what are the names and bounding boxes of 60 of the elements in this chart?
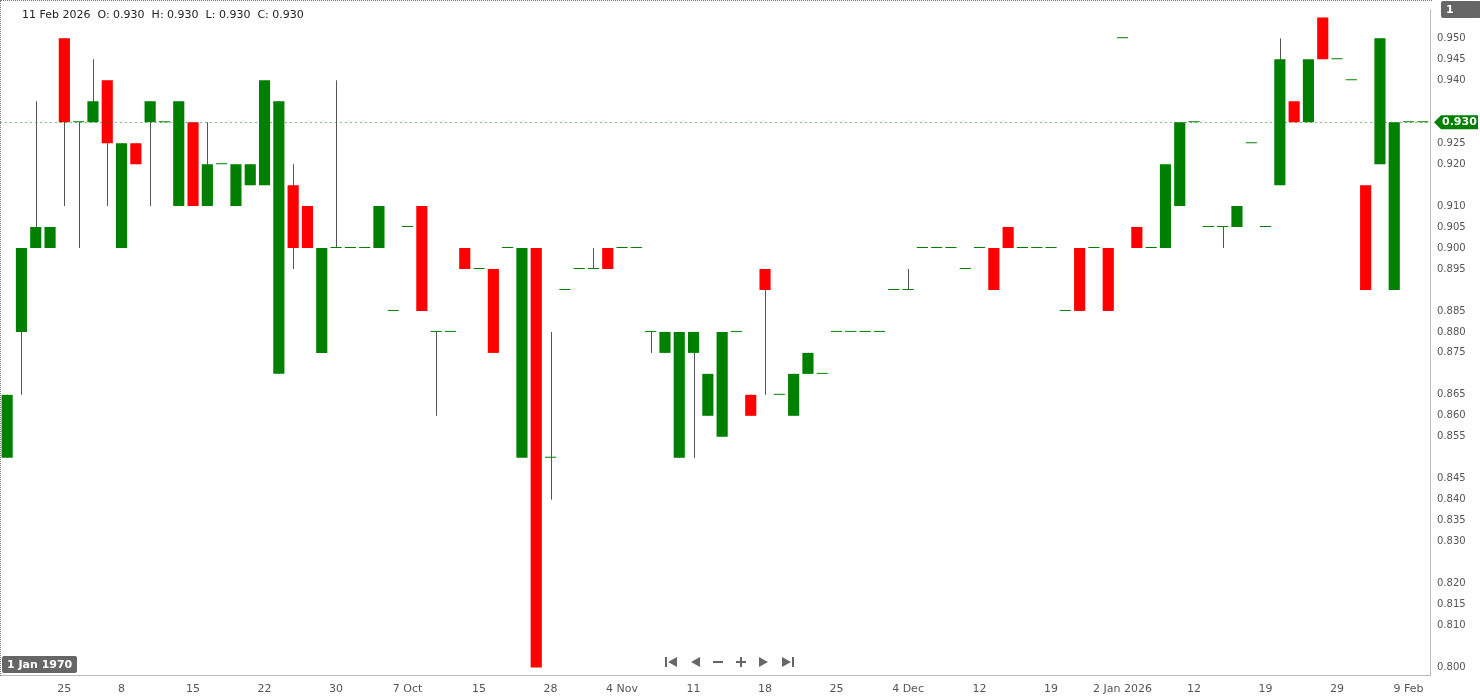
- x-tick-label: 30: [329, 682, 344, 696]
- y-tick-label: 0.815: [1437, 598, 1466, 610]
- y-tick-label: 0.835: [1437, 514, 1466, 526]
- candlestick: [759, 268, 771, 396]
- y-tick-label: 0.945: [1437, 52, 1466, 64]
- y-tick-label: 0.895: [1437, 262, 1466, 274]
- y-tick-label: 0.855: [1437, 430, 1466, 442]
- y-tick-label: 0.830: [1437, 535, 1466, 547]
- y-tick-label: 0.940: [1437, 73, 1466, 85]
- candlestick: [430, 330, 442, 417]
- candlestick: [330, 79, 342, 249]
- y-tick-label: 0.920: [1437, 157, 1466, 169]
- x-tick-label: 4 Dec: [892, 682, 924, 696]
- candlestick: [1217, 226, 1229, 249]
- text: 1: [1441, 1, 1480, 18]
- x-tick-label: 2 Jan 2026: [1093, 682, 1153, 696]
- candlestick: [30, 100, 42, 249]
- y-tick-label: 0.885: [1437, 304, 1466, 316]
- x-tick-label: 12: [972, 682, 987, 696]
- y-tick-label: 0.875: [1437, 346, 1466, 358]
- y-tick-label: 0.800: [1437, 661, 1466, 673]
- candlestick: [687, 331, 700, 459]
- x-tick-label: 28: [543, 682, 558, 696]
- x-tick-label: 19: [1258, 682, 1273, 696]
- candlestick: [73, 121, 85, 249]
- y-tick-label: 0.900: [1437, 241, 1466, 253]
- y-tick-label: 0.865: [1437, 388, 1466, 400]
- candlestick: [902, 268, 914, 291]
- y-tick-label: 0.810: [1437, 619, 1466, 631]
- x-tick-label: 25: [829, 682, 844, 696]
- x-tick-label: 9 Feb: [1393, 682, 1424, 696]
- ref-line-label: 0.930: [1442, 115, 1478, 129]
- y-tick-label: 0.880: [1437, 325, 1466, 337]
- y-tick-label: 0.860: [1437, 409, 1466, 421]
- x-tick-label: 11: [686, 682, 701, 696]
- x-tick-label: 12: [1187, 682, 1202, 696]
- y-tick-label: 0.820: [1437, 577, 1466, 589]
- candlestick: [144, 100, 156, 207]
- candlestick: [587, 247, 600, 270]
- y-tick-label: 0.950: [1437, 31, 1466, 43]
- x-tick-label: 19: [1044, 682, 1059, 696]
- y-tick-label: 0.925: [1437, 136, 1466, 148]
- x-tick-label: 15: [186, 682, 201, 696]
- annotation: 1 Jan 1970: [2, 656, 78, 673]
- y-tick-label: 0.905: [1437, 220, 1466, 232]
- y-tick-label: 0.910: [1437, 199, 1466, 211]
- x-tick-label: 8: [118, 682, 126, 696]
- y-tick-label: 0.845: [1437, 472, 1466, 484]
- x-tick-label: 25: [57, 682, 72, 696]
- candlestick: [87, 58, 99, 123]
- x-tick-label: 22: [257, 682, 272, 696]
- chart-title: 11 Feb 2026 O: 0.930 H: 0.930 L: 0.930 C: 0.930: [22, 8, 304, 21]
- x-tick-label: 18: [758, 682, 773, 696]
- candlestick: [544, 331, 557, 501]
- x-tick-label: 7 Oct: [392, 682, 423, 696]
- candlestick: [645, 330, 657, 354]
- x-tick-label: 4 Nov: [606, 682, 639, 696]
- x-tick-label: 29: [1330, 682, 1345, 696]
- y-tick-label: 0.840: [1437, 493, 1466, 505]
- x-tick-label: 15: [472, 682, 487, 696]
